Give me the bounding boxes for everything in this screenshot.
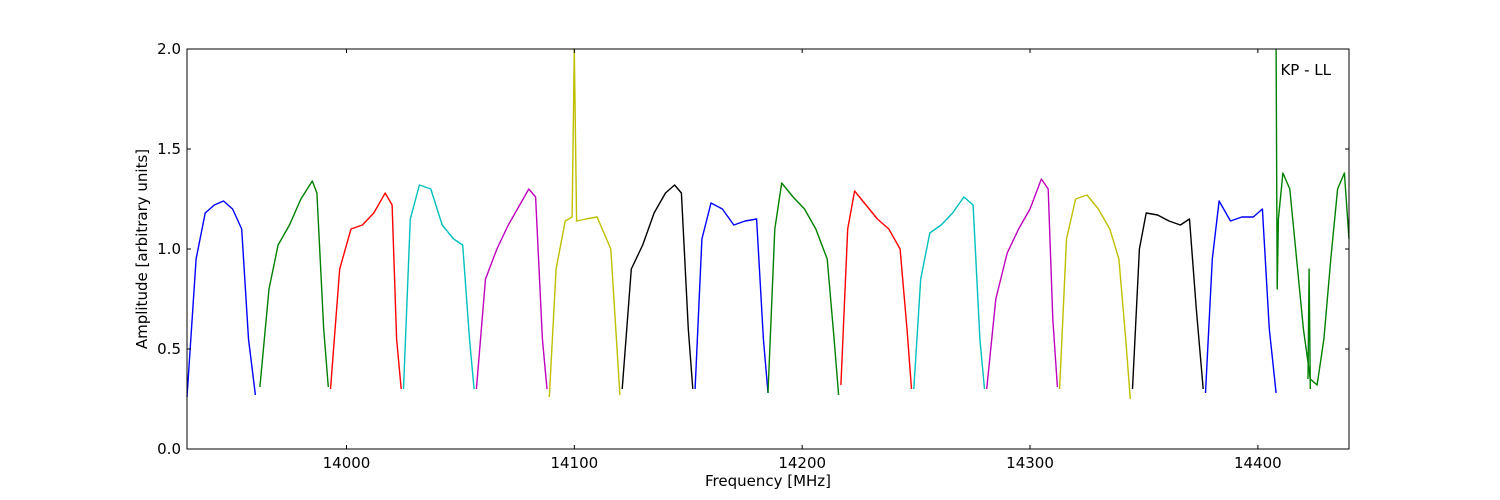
y-tick-label: 1.0 xyxy=(157,240,181,258)
series-line-1 xyxy=(186,200,257,398)
series-line-4 xyxy=(402,184,475,390)
y-axis-label: Amplitude [arbitrary units] xyxy=(133,149,151,349)
tick-layer: 14000 14100 14200 14300 14400 0.0 0.5 1.0 1.5 2.0 xyxy=(157,40,1349,472)
y-tick-label: 0.5 xyxy=(157,340,181,358)
series-line-16 xyxy=(1275,48,1350,386)
y-tick-label: 2.0 xyxy=(157,40,181,58)
x-tick-label: 14100 xyxy=(550,454,598,472)
plot-annotation: KP - LL xyxy=(1280,61,1331,79)
series-line-5 xyxy=(475,188,548,390)
series-line-12 xyxy=(986,178,1059,390)
series-line-3 xyxy=(329,192,402,390)
series-line-15 xyxy=(1204,200,1277,394)
y-tick-label: 1.5 xyxy=(157,140,181,158)
series-layer xyxy=(186,48,1350,400)
series-line-17 xyxy=(1307,268,1312,390)
x-tick-label: 14400 xyxy=(1234,454,1282,472)
series-line-11 xyxy=(913,196,986,390)
series-line-8 xyxy=(694,202,769,394)
x-tick-label: 14300 xyxy=(1006,454,1054,472)
series-line-6 xyxy=(548,48,621,398)
series-line-7 xyxy=(621,184,694,390)
x-tick-label: 14200 xyxy=(778,454,826,472)
series-line-2 xyxy=(259,180,329,388)
series-line-14 xyxy=(1131,212,1204,390)
series-line-10 xyxy=(840,190,913,390)
series-line-9 xyxy=(767,182,840,396)
x-axis-label: Frequency [MHz] xyxy=(705,472,831,490)
series-line-13 xyxy=(1058,194,1131,400)
y-tick-label: 0.0 xyxy=(157,440,181,458)
x-tick-label: 14000 xyxy=(323,454,371,472)
